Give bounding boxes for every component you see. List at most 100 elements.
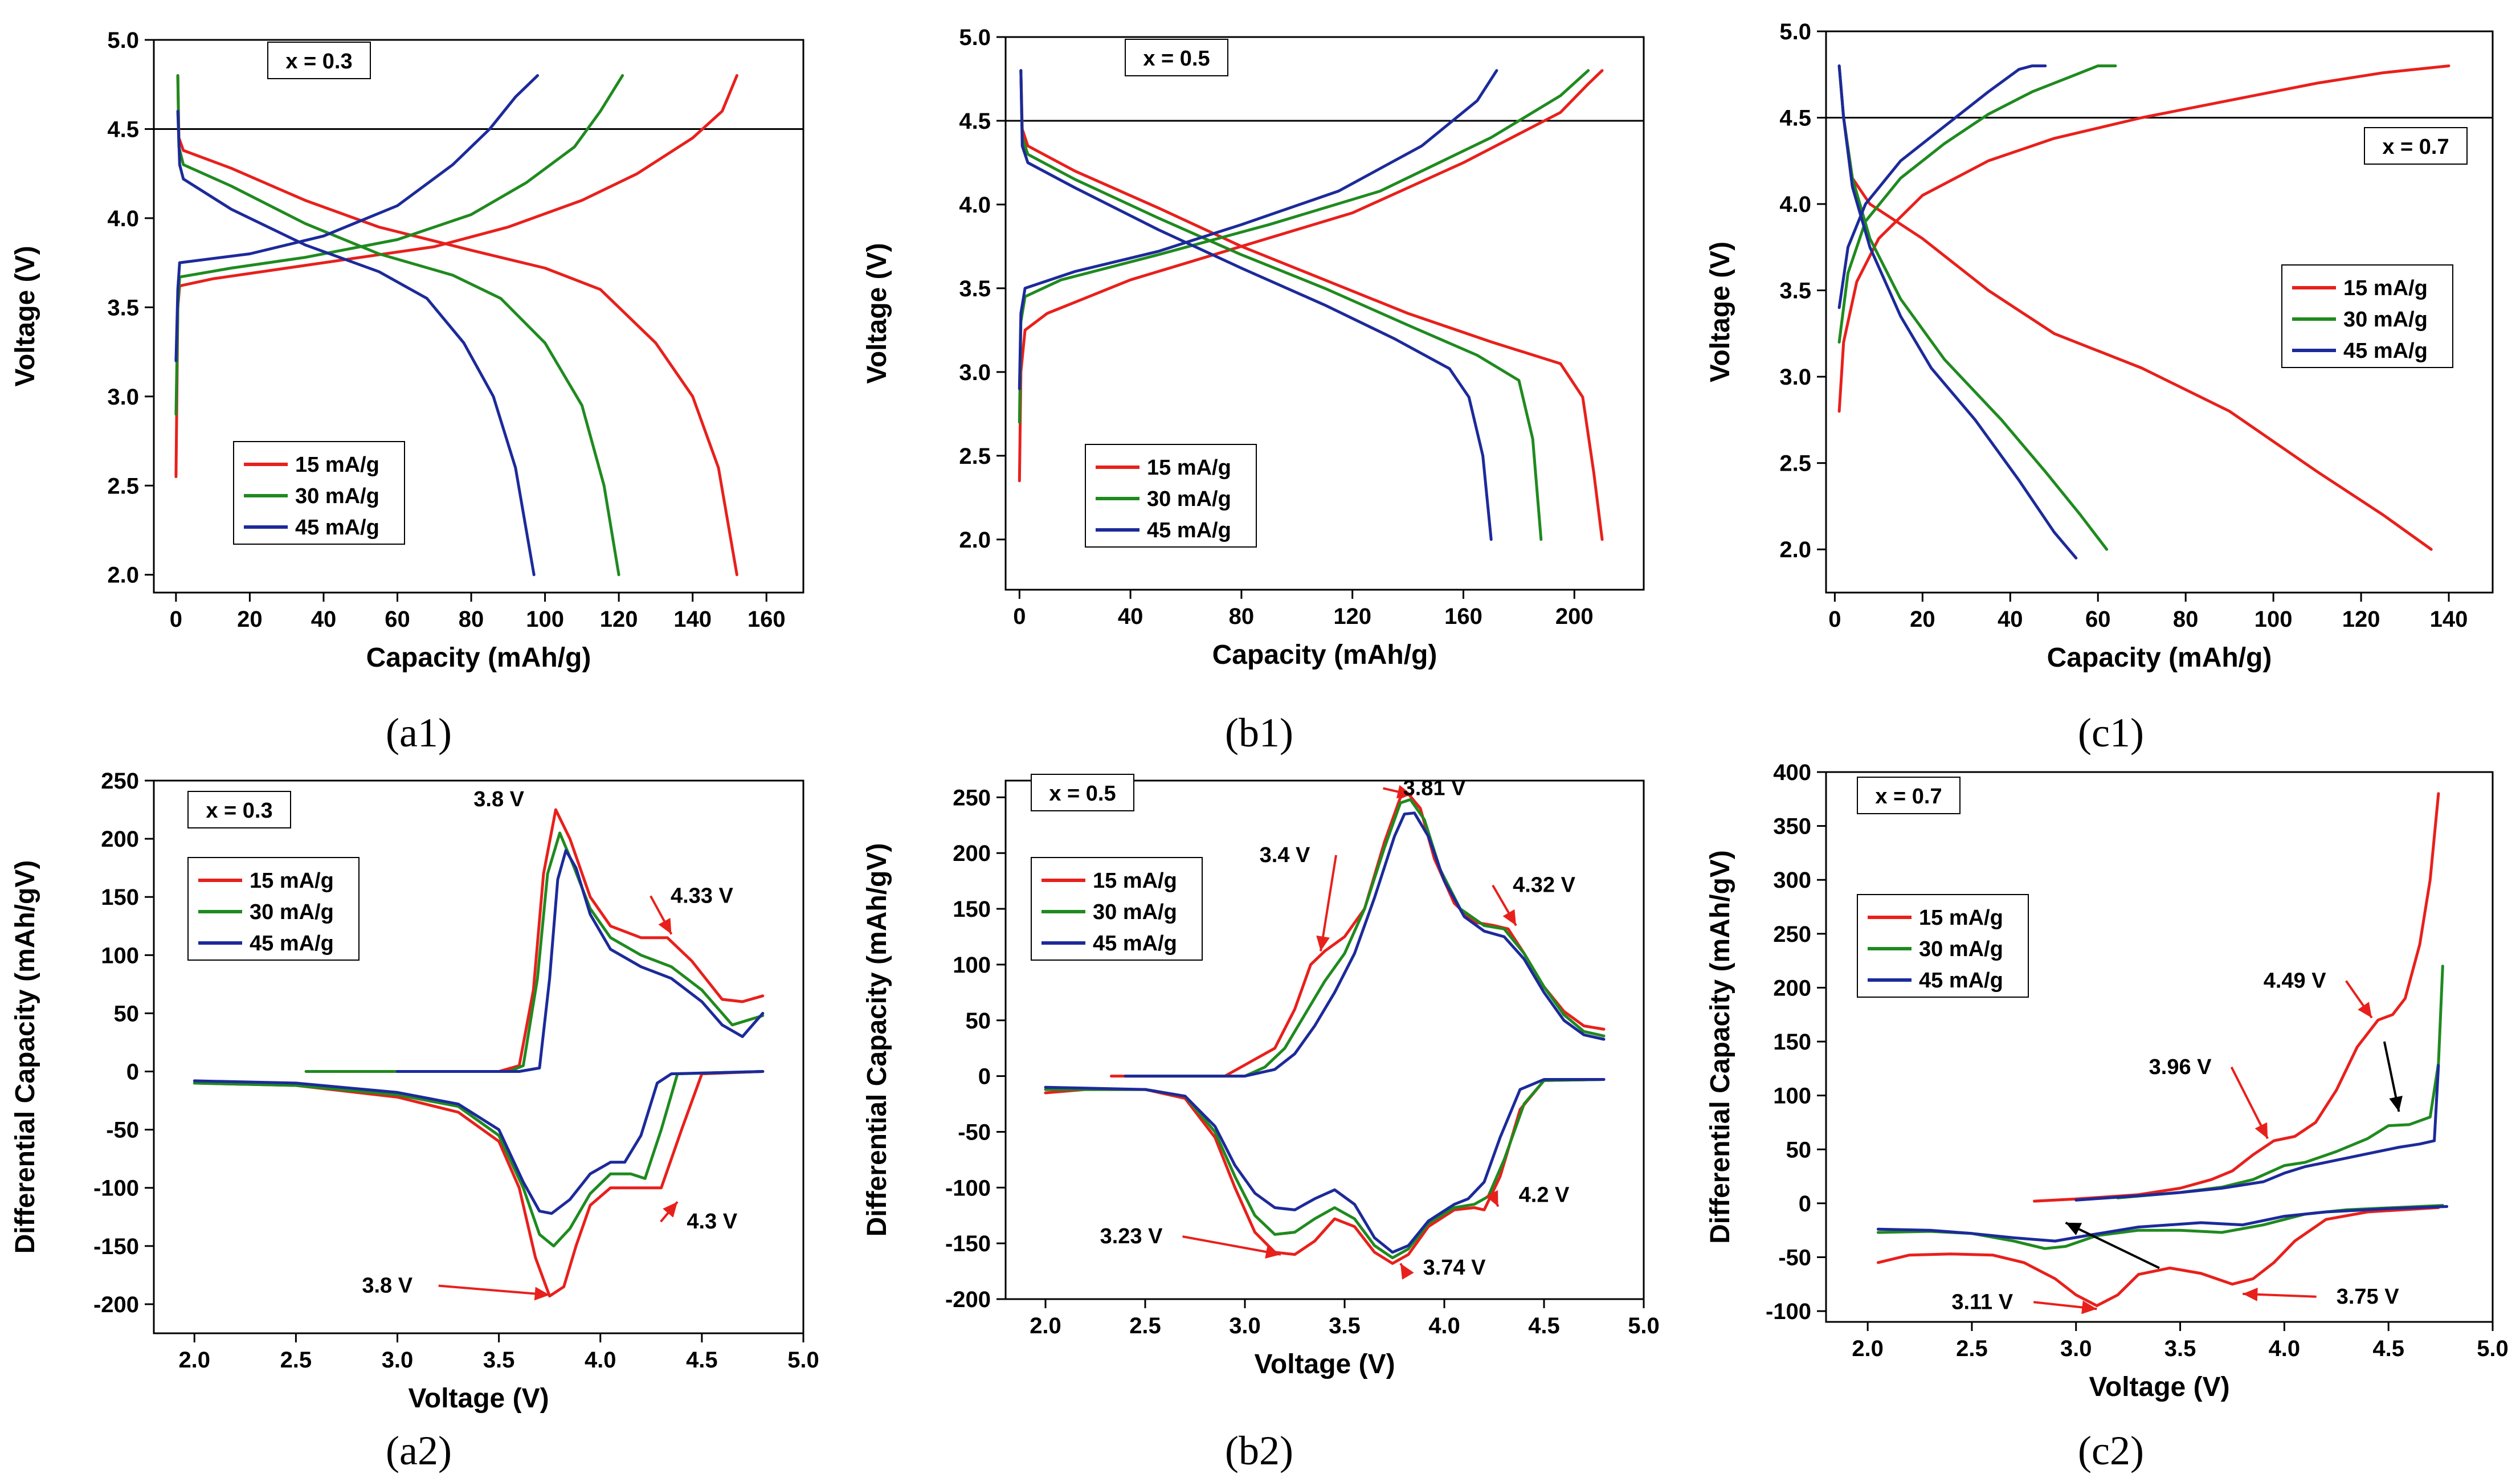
series-line [1837,64,2450,413]
chart-a1: 0 20 40 60 80 100 120 140 160 2.0 2.5 3.0 3.5 4.0 4.5 5… [10,28,804,673]
y-tick-label: -100 [945,1175,991,1201]
chart-b2: 2.0 2.5 3.0 3.5 4.0 4.5 5.0 -200 -150 -100 -50 0 50 1… [862,774,1660,1379]
series-line [1124,811,1606,1078]
y-tick-label: -200 [93,1292,139,1317]
legend-label: 45 mA/g [250,932,334,956]
annotation-arrowhead [2389,1096,2403,1112]
x-tick-label: 120 [600,607,638,632]
y-tick-label: 3.0 [959,360,991,385]
annotation-arrowhead [1400,1263,1414,1280]
legend-label: 30 mA/g [295,484,379,508]
annotation-arrowhead [1396,785,1412,799]
series-line [174,74,540,362]
y-tick-label: 250 [101,769,139,794]
annotation-label: 3.23 V [1100,1224,1163,1248]
x-axis-title: Voltage (V) [1254,1349,1395,1379]
annotation-arrowhead [2065,1222,2082,1236]
legend-label: 30 mA/g [1147,487,1231,511]
x-tick-label: 60 [385,607,410,632]
panel-label-b2: (b2) [1225,1428,1293,1473]
y-tick-label: -50 [106,1118,139,1143]
y-tick-label: 4.5 [1779,106,1811,131]
y-tick-label: 400 [1773,760,1811,785]
x-tick-label: 0 [170,607,182,632]
y-tick-label: 3.0 [1779,365,1811,390]
y-tick-label: 5.0 [107,28,139,53]
chart-a2: 2.0 2.5 3.0 3.5 4.0 4.5 5.0 -200 -150 -100 -50 0 50 1… [10,769,819,1414]
plot-frame [1825,30,2494,594]
legend-label: 15 mA/g [2343,276,2428,300]
series-line [304,808,765,1073]
legend-label: 15 mA/g [1093,869,1177,893]
composition-label: x = 0.5 [1143,47,1210,71]
series-line [2033,792,2440,1203]
x-tick-label: 40 [1998,607,2023,632]
y-tick-label: 0 [1799,1191,1811,1216]
series-line [1876,1206,2440,1308]
x-tick-label: 140 [673,607,712,632]
x-tick-label: 160 [748,607,786,632]
annotation-label: 3.8 V [362,1274,412,1298]
legend-label: 30 mA/g [250,900,334,924]
x-tick-label: 3.0 [2060,1336,2092,1361]
y-tick-label: 2.5 [107,473,139,499]
y-tick-label: 4.0 [1779,192,1811,217]
composition-label: x = 0.5 [1049,782,1116,806]
legend-label: 15 mA/g [1919,906,2003,930]
panel-label-a1: (a1) [386,710,452,756]
chart-c2: 2.0 2.5 3.0 3.5 4.0 4.5 5.0 -100 -50 0 50 100 150 200… [1705,760,2509,1402]
annotation-arrowhead [1265,1245,1281,1259]
y-tick-label: 5.0 [1779,19,1811,44]
series-line [2116,965,2444,1199]
series-line [304,831,765,1073]
annotation-label: 4.2 V [1519,1183,1570,1207]
x-tick-label: 4.5 [1528,1313,1560,1338]
composition-label: x = 0.7 [2382,135,2449,159]
y-tick-label: 200 [101,827,139,852]
annotation-arrowhead [1316,935,1330,952]
x-tick-label: 60 [2085,607,2111,632]
x-tick-label: 4.0 [1428,1313,1460,1338]
y-axis-title: Differential Capacity (mAh/gV) [10,860,40,1254]
composition-box [1031,774,1134,811]
annotation-arrow [1320,855,1337,952]
annotation-arrow [438,1284,550,1296]
annotation-arrowhead [658,917,672,934]
plot-frame [1004,779,1645,1300]
annotation-arrowhead [2243,1287,2258,1301]
chart-c1: 0 20 40 60 80 100 120 140 2.0 2.5 3.0 3.5 4.0 4.5 5.0 C… [1705,19,2494,673]
composition-label: x = 0.3 [285,50,352,74]
y-tick-label: 3.5 [107,295,139,320]
annotation-label: 4.49 V [2264,969,2327,993]
series-line [1044,1078,1606,1260]
x-tick-label: 2.5 [1956,1336,1988,1361]
legend-label: 15 mA/g [250,869,334,893]
composition-box [187,791,291,828]
annotation-arrowhead [663,1202,678,1218]
series-line [1019,69,1543,541]
series-line [176,74,738,577]
legend-label: 45 mA/g [1093,932,1177,956]
panel-label-a2: (a2) [386,1428,452,1473]
x-tick-label: 40 [311,607,337,632]
y-tick-label: 300 [1773,868,1811,893]
y-tick-label: 100 [1773,1084,1811,1109]
x-tick-label: 40 [1118,604,1143,629]
y-axis-title: Voltage (V) [1705,242,1735,382]
composition-label: x = 0.3 [206,799,272,823]
legend-label: 45 mA/g [1919,969,2003,993]
x-tick-label: 100 [526,607,564,632]
x-tick-label: 3.0 [1229,1313,1261,1338]
x-tick-label: 5.0 [1628,1313,1660,1338]
x-tick-label: 3.5 [483,1348,515,1373]
x-tick-label: 200 [1555,604,1594,629]
y-axis-title: Voltage (V) [10,246,40,386]
series-line [176,109,536,577]
annotation-label: 3.96 V [2149,1055,2212,1079]
annotation-label: 3.11 V [1951,1290,2013,1314]
x-tick-label: 20 [1910,607,1935,632]
x-tick-label: 2.5 [280,1348,312,1373]
x-tick-label: 140 [2430,607,2468,632]
annotation-label: 3.74 V [1423,1256,1486,1280]
plot-frame [1825,771,2494,1323]
